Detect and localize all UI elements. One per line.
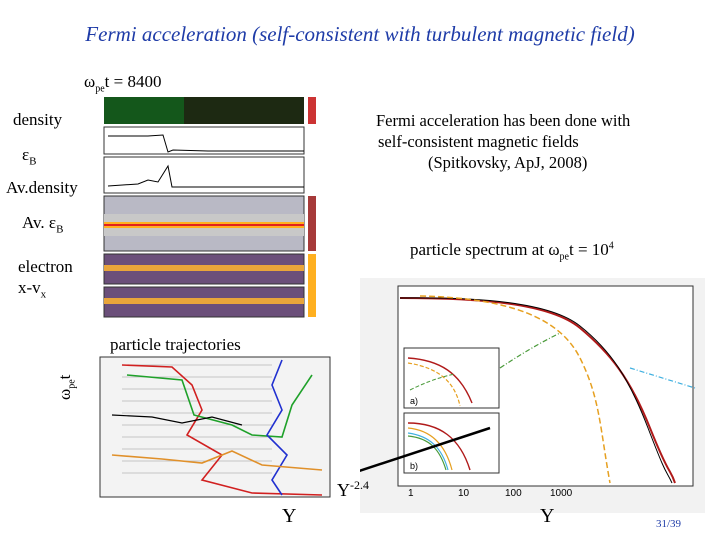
av-density-plot (103, 156, 305, 194)
trajectory-plot (99, 356, 331, 498)
trajectory-red (121, 364, 323, 496)
time-label: ωpet = 8400 (84, 72, 162, 95)
x-tick-1: 1 (408, 488, 414, 499)
trajectory-orange (111, 450, 323, 471)
page-number: 31/39 (656, 518, 682, 530)
av-eps-b-label: Av. εB (22, 213, 64, 236)
trajectory-green (126, 374, 313, 438)
colorbar (308, 97, 316, 124)
background-trajectories (122, 364, 272, 474)
gamma-right: Υ (540, 505, 555, 527)
inset-b (403, 412, 500, 474)
trajectories-label: particle trajectories (110, 335, 241, 354)
gamma-power-law: Υ-2.4 (337, 478, 369, 500)
simulation-panels (103, 97, 316, 318)
eps-b-label: εB (22, 145, 37, 168)
x-vx-label: x-vx (18, 278, 47, 301)
spectrum-green-dashdot (499, 332, 561, 369)
density-label: density (13, 110, 63, 129)
inset-b-label: b) (410, 461, 418, 471)
x-tick-1000: 1000 (550, 488, 573, 499)
spectrum-main-curve (399, 297, 676, 484)
trajectory-blue (265, 359, 289, 496)
x-tick-100: 100 (505, 488, 522, 499)
spectrum-caption: particle spectrum at ωpet = 104 (410, 240, 614, 263)
electron-label: electron (18, 257, 73, 276)
trajectory-y-label: ωpet (55, 374, 78, 400)
x-tick-10: 10 (458, 488, 470, 499)
av-density-label: Av.density (6, 178, 78, 197)
spectrum-black-curve (399, 297, 673, 484)
eps-b-plot (103, 126, 305, 155)
slide-title: Fermi acceleration (self-consistent with… (85, 22, 635, 46)
fermi-note: Fermi acceleration has been done with se… (376, 111, 631, 172)
spectrum-plot: a) b) 1 10 100 1000 (360, 278, 705, 513)
trajectory-black (111, 414, 243, 426)
inset-a (403, 347, 500, 409)
spectrum-cyan-dashdot (629, 367, 696, 389)
power-law-arrow (360, 426, 491, 473)
inset-a-label: a) (410, 396, 418, 406)
spectrum-orange-dashed (419, 295, 611, 484)
gamma-left: Υ (282, 505, 297, 527)
